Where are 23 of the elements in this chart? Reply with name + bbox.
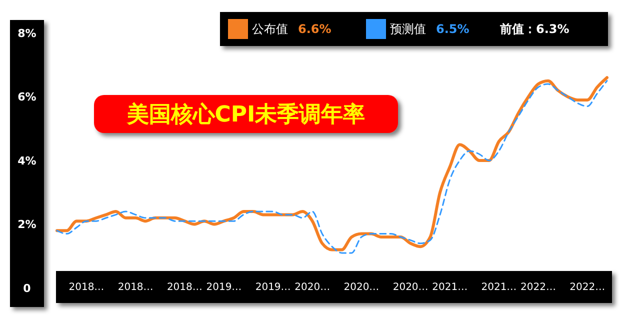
- x-tick-label: 2018…: [118, 282, 154, 293]
- x-tick-label: 2018…: [166, 282, 202, 293]
- x-tick-label: 2019…: [206, 282, 242, 293]
- x-tick-label: 2020…: [294, 282, 330, 293]
- annotation: 6.6%: [298, 22, 332, 36]
- x-tick-label: 2021…: [432, 282, 468, 293]
- y-tick-label: 6%: [18, 90, 36, 104]
- x-tick-label: 2021…: [481, 282, 517, 293]
- annotation: 前值：6.3%: [499, 22, 570, 36]
- x-tick-label: 2018…: [68, 282, 104, 293]
- text: 美国核心CPI未季调年率: [126, 102, 366, 128]
- x-tick-label: 2022…: [570, 282, 606, 293]
- legend-label: 公布值: [252, 22, 288, 36]
- y-tick-label: 8%: [18, 26, 36, 40]
- x-tick-label: 2022…: [520, 282, 556, 293]
- x-tick-label: 2020…: [344, 282, 380, 293]
- x-tick-label: 2019…: [255, 282, 291, 293]
- legend-label: 预测值: [390, 22, 426, 36]
- y-tick-label: 0: [23, 282, 32, 295]
- annotation: 6.5%: [436, 22, 470, 36]
- y-tick-label: 4%: [18, 154, 36, 168]
- x-tick-label: 2020…: [392, 282, 428, 293]
- y-tick-label: 2%: [18, 218, 36, 232]
